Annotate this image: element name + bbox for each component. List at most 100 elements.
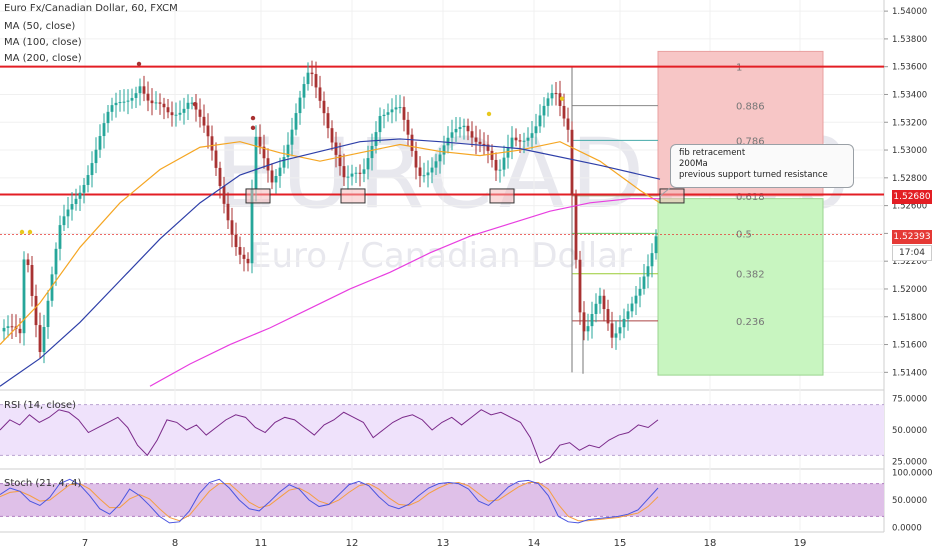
candle-body [338,154,342,167]
candle-body [566,118,570,130]
candle-body [562,105,566,119]
x-tick-label: 7 [82,538,88,549]
fib-level-label: 0.236 [736,317,765,328]
fib-level-label: 1 [736,63,742,74]
x-tick-label: 13 [437,538,450,549]
y-tick-label: 1.53800 [892,35,927,45]
candle-body [458,127,462,129]
candle-body [402,107,406,120]
candle-body [554,92,558,94]
candle-body [218,167,222,187]
candle-body [370,145,374,159]
candle-body [410,134,414,151]
stoch-tick-label: 100.0000 [892,469,932,479]
candle-body [398,107,402,109]
candle-body [454,128,458,133]
candle-body [250,189,254,264]
x-tick-label: 14 [528,538,541,549]
candle-body [54,248,58,275]
candle-body [262,146,266,159]
rsi-line [0,409,659,464]
note-line: 200Ma [679,159,708,169]
candle-body [10,326,14,328]
candle-body [238,246,242,255]
rsi-tick-label: 75.0000 [892,394,927,404]
candle-body [482,143,486,145]
ma200-line [149,198,660,387]
candle-body [498,169,502,171]
rsi-band [0,404,884,456]
annotation-note[interactable]: fib retracement 200Ma previous support t… [670,144,854,188]
candle-body [58,225,62,249]
candle-body [258,136,262,147]
y-tick-label: 1.51600 [892,341,927,351]
candle-body [46,300,50,328]
rsi-tick-label: 25.0000 [892,458,927,468]
fib-level-label: 0.786 [736,136,765,147]
candle-body [174,114,178,116]
candle-body [38,325,42,353]
candle-body [490,150,494,160]
candle-body [26,259,30,266]
candle-body [542,105,546,116]
rsi-label: RSI (14, close) [4,400,77,411]
candle-body [246,258,250,264]
candle-body [206,125,210,137]
candle-body [426,172,430,176]
candle-body [178,112,182,115]
candle-body [550,92,554,99]
candle-body [18,328,22,334]
y-tick-label: 1.54000 [892,7,927,17]
stoch-band [0,483,884,517]
candle-body [78,192,82,199]
signal-dot [27,229,33,235]
candle-body [558,93,562,106]
note-pointer [659,187,671,197]
candle-body [186,102,190,109]
candle-body [418,167,422,176]
stoch-k-line [0,478,659,524]
candle-body [94,149,98,164]
candle-body [286,144,290,158]
candle-body [110,105,114,112]
candle-body [598,295,602,304]
candle-body [450,132,454,138]
candle-body [86,175,90,185]
candle-body [98,136,102,150]
candle-body [506,147,510,158]
signal-dot [250,115,256,121]
candle-body [354,172,358,174]
y-tick-label: 1.52200 [892,257,927,267]
candle-body [318,87,322,101]
candle-body [210,136,214,151]
candle-body [610,323,614,338]
candle-body [362,169,366,174]
candle-body [366,158,370,170]
candle-body [334,142,338,155]
signal-dot [192,101,198,107]
y-tick-label: 1.53400 [892,90,927,100]
x-tick-label: 12 [346,538,359,549]
candle-body [582,312,586,332]
support-marker-box [659,188,685,204]
signal-dot [559,96,565,101]
candle-body [222,186,226,204]
candle-body [422,175,426,177]
last-price-tag: 1.52393 [892,230,932,244]
candle-body [74,198,78,205]
ma200-label: MA (200, close) [4,53,82,64]
note-line: fib retracement [679,148,746,158]
chart-title: Euro Fx/Canadian Dollar, 60, FXCM [4,3,178,14]
candle-body [534,126,538,134]
candle-body [42,327,46,353]
candle-body [530,133,534,138]
signal-dot [250,125,256,131]
candle-body [462,125,466,128]
support-marker-box [489,188,515,204]
candle-body [154,102,158,104]
y-tick-label: 1.53600 [892,63,927,73]
candle-body [254,136,258,190]
candle-body [350,173,354,177]
x-tick-label: 15 [614,538,627,549]
